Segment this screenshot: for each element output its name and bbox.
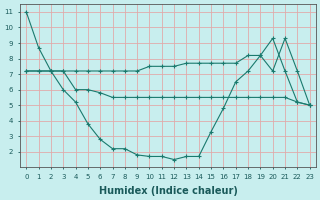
X-axis label: Humidex (Indice chaleur): Humidex (Indice chaleur) (99, 186, 237, 196)
